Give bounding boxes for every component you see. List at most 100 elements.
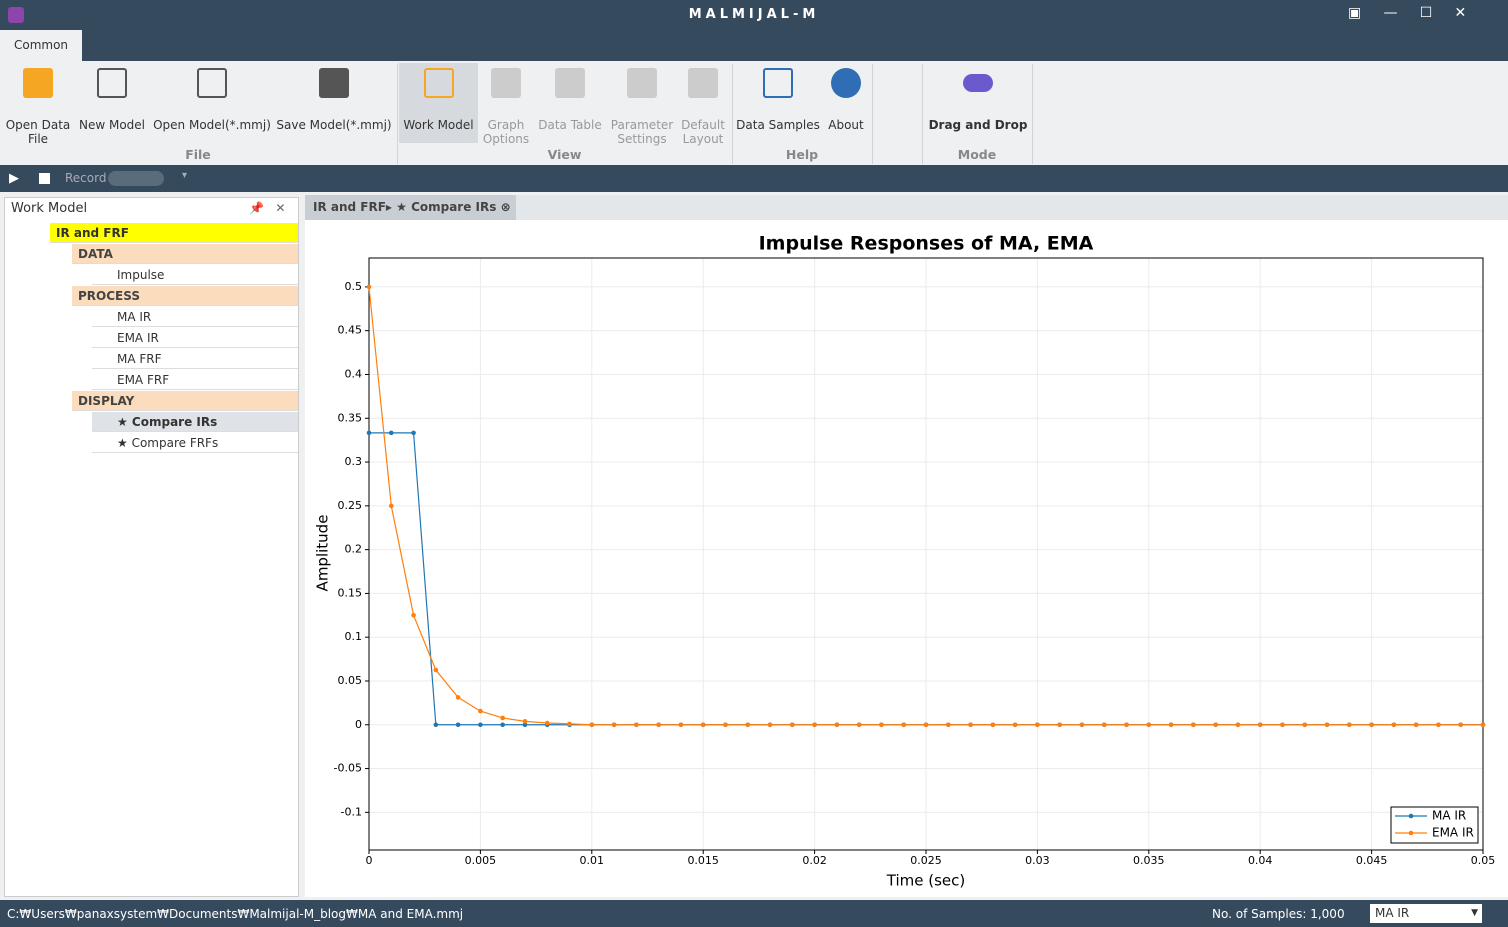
ribbon-button[interactable]: Open Model(*.mmj) (152, 66, 272, 132)
ribbon-button[interactable]: New Model (78, 66, 146, 132)
data-point (634, 722, 639, 728)
y-tick-label: 0.15 (338, 586, 363, 599)
x-tick-label: 0.01 (580, 854, 605, 867)
data-point (455, 722, 461, 728)
record-label: Record (65, 171, 107, 185)
separator (397, 64, 398, 164)
legend-marker (1408, 830, 1414, 836)
tree-item[interactable]: MA IR (92, 307, 298, 327)
data-point (500, 722, 505, 728)
tree-item[interactable]: MA FRF (92, 349, 298, 369)
data-point (388, 430, 394, 436)
button-label: Save Model(*.mmj) (276, 118, 392, 132)
data-point (589, 722, 595, 728)
tree-item[interactable]: IR and FRF (50, 223, 298, 243)
selector-value: MA IR (1375, 906, 1410, 920)
button-label: Graph Options (482, 118, 530, 146)
data-point (411, 430, 416, 436)
series-selector[interactable]: MA IR ▼ (1370, 904, 1482, 923)
chart: Impulse Responses of MA, EMA Time (sec) … (305, 220, 1508, 897)
x-tick-label: 0.02 (802, 854, 827, 867)
data-point (522, 722, 528, 728)
data-point (388, 503, 394, 509)
separator (732, 64, 733, 164)
data-point (767, 722, 773, 728)
button-label: About (828, 118, 864, 132)
data-point (990, 722, 996, 728)
ribbon-button[interactable]: Default Layout (678, 66, 728, 146)
x-axis-label: Time (sec) (886, 872, 965, 890)
ribbon-tab[interactable]: Common (0, 30, 82, 61)
play-button[interactable]: ▶ (9, 171, 19, 186)
tree-item[interactable]: EMA FRF (92, 370, 298, 390)
stop-button[interactable] (39, 173, 50, 184)
data-point (1079, 722, 1085, 728)
data-point (945, 722, 951, 728)
record-toggle[interactable] (108, 171, 164, 186)
data-point (1324, 722, 1330, 728)
ribbon-button[interactable]: Work Model (400, 66, 477, 132)
tab-strip: IR and FRF▸ ★ Compare IRs ⊗ (305, 195, 1508, 220)
data-point (1458, 722, 1464, 728)
data-point (1436, 722, 1441, 728)
dropdown[interactable]: ▾ (182, 170, 188, 181)
tree-item[interactable]: ★ Compare FRFs (92, 433, 298, 453)
panel-buttons[interactable]: 📌 ✕ (249, 201, 286, 215)
tree-item[interactable]: Impulse (92, 265, 298, 285)
tree-item[interactable]: DATA (72, 244, 298, 264)
data-point (366, 430, 372, 436)
data-point (1146, 722, 1152, 728)
ribbon-button[interactable]: About (822, 66, 870, 132)
button-label: Data Table (538, 118, 602, 132)
data-point (700, 722, 706, 728)
button-label: Drag and Drop (928, 118, 1028, 132)
y-tick-label: 0.45 (338, 324, 363, 337)
data-point (611, 722, 617, 728)
y-tick-label: 0.5 (345, 280, 363, 293)
data-point (723, 722, 728, 728)
separator (872, 64, 873, 164)
data-point (790, 722, 795, 728)
ribbon-button[interactable]: Data Samples (736, 66, 820, 132)
data-point (1347, 722, 1352, 728)
y-tick-label: 0.35 (338, 411, 363, 424)
ribbon-button[interactable]: Graph Options (480, 66, 532, 146)
ribbon-button[interactable]: Data Table (536, 66, 604, 132)
plot-frame (368, 257, 1484, 851)
tree-item[interactable]: EMA IR (92, 328, 298, 348)
data-point (879, 722, 884, 728)
data-point (522, 719, 528, 724)
tree-item[interactable]: PROCESS (72, 286, 298, 306)
data-point (901, 722, 907, 728)
tree-item[interactable]: ★ Compare IRs (92, 412, 298, 432)
ribbon-button[interactable]: Drag and Drop (926, 66, 1030, 132)
group-label: Help (785, 147, 819, 162)
y-tick-label: -0.1 (341, 805, 362, 818)
tab-label: IR and FRF▸ ★ Compare IRs (313, 200, 497, 214)
app-icon (8, 7, 24, 23)
window-title: MALMIJAL-M (688, 7, 820, 22)
data-point (567, 721, 572, 727)
data-point (923, 722, 929, 728)
file-path: C:₩Users₩panaxsystem₩Documents₩Malmijal-… (7, 907, 464, 921)
data-point (478, 722, 483, 728)
ribbon-button[interactable]: Parameter Settings (608, 66, 676, 146)
window-controls[interactable]: ▣ — ☐ ✕ (1348, 5, 1467, 21)
sample-count: No. of Samples: 1,000 (1212, 907, 1345, 921)
data-point (1369, 722, 1374, 728)
data-point (1101, 722, 1107, 728)
status-bar: C:₩Users₩panaxsystem₩Documents₩Malmijal-… (0, 900, 1508, 927)
data-point (745, 722, 751, 728)
data-point (1012, 722, 1018, 728)
document-tab[interactable]: IR and FRF▸ ★ Compare IRs ⊗ (305, 195, 516, 220)
data-point (1124, 722, 1129, 728)
ribbon-button[interactable]: Open Data File (4, 66, 72, 146)
tree-item[interactable]: DISPLAY (72, 391, 298, 411)
data-point (856, 722, 862, 728)
data-point (433, 722, 439, 728)
y-axis-label: Amplitude (314, 515, 332, 592)
ribbon-button[interactable]: Save Model(*.mmj) (276, 66, 392, 132)
data-point (455, 695, 461, 700)
button-label: Parameter Settings (610, 118, 674, 146)
x-tick-label: 0.04 (1248, 854, 1273, 867)
